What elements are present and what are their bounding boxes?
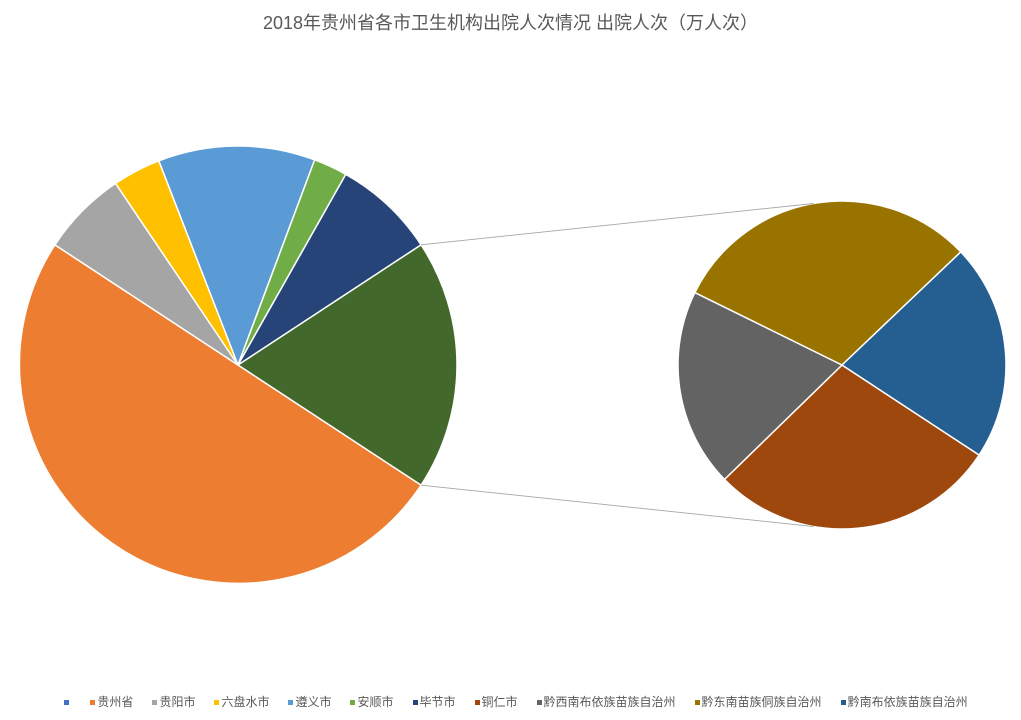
legend-marker: [288, 699, 294, 705]
legend-marker: [536, 699, 542, 705]
legend-item: 铜仁市: [474, 694, 518, 710]
legend-label: 毕节市: [419, 695, 456, 709]
legend-label: 安顺市: [357, 695, 394, 709]
legend-marker: [214, 699, 220, 705]
legend-marker: [90, 699, 96, 705]
main-pie-slice-other: [237, 244, 458, 486]
legend-item: 遵义市: [288, 694, 331, 710]
legend-marker: [840, 699, 846, 705]
legend-item: 黔南布依族苗族自治州: [840, 694, 968, 710]
legend-label: 六盘水市: [221, 695, 270, 709]
legend-item: [64, 699, 71, 705]
legend-item: 六盘水市: [214, 694, 269, 710]
legend-item: 黔东南苗族侗族自治州: [694, 694, 822, 710]
legend-label: 铜仁市: [481, 695, 518, 709]
legend-marker: [64, 699, 70, 705]
legend-label: 黔南布依族苗族自治州: [847, 695, 968, 709]
secondary-pie-slice-8: [677, 291, 843, 481]
series-line-bottom: [421, 484, 814, 527]
legend-label: 遵义市: [295, 695, 332, 709]
main-pie: [18, 145, 458, 585]
legend-item: 黔西南布依族苗族自治州: [536, 694, 676, 710]
series-line-top: [421, 203, 814, 246]
secondary-pie: [677, 200, 1007, 530]
legend-label: 黔西南布依族苗族自治州: [543, 695, 676, 709]
legend-marker: [412, 699, 418, 705]
legend-marker: [474, 699, 480, 705]
secondary-pie-slice-9: [694, 200, 962, 366]
legend-item: 毕节市: [412, 694, 456, 710]
legend-marker: [350, 699, 356, 705]
main-pie-slice-1: [18, 244, 422, 585]
legend-item: 贵州省: [90, 694, 133, 710]
legend-item: 安顺市: [350, 694, 394, 710]
legend-label: 贵阳市: [159, 695, 196, 709]
secondary-pie-slice-10: [841, 251, 1007, 456]
chart-title: 2018年贵州省各市卫生机构出院人次情况 出院人次（万人次）: [262, 13, 759, 33]
chart-legend: 贵州省 贵阳市 六盘水市 遵义市 安顺市 毕节市 铜仁市 黔西南布依族苗族自治州 黔东南苗族侗族…: [0, 694, 1021, 710]
main-pie-slice-6: [237, 173, 422, 366]
main-pie-slice-4: [158, 145, 316, 366]
legend-item: 贵阳市: [152, 694, 195, 710]
legend-label: 黔东南苗族侗族自治州: [701, 695, 822, 709]
legend-marker: [152, 699, 158, 705]
secondary-pie-slice-7: [723, 364, 980, 530]
legend-marker: [694, 699, 700, 705]
series-lines: [421, 203, 814, 527]
legend-label: 贵州省: [97, 695, 134, 709]
